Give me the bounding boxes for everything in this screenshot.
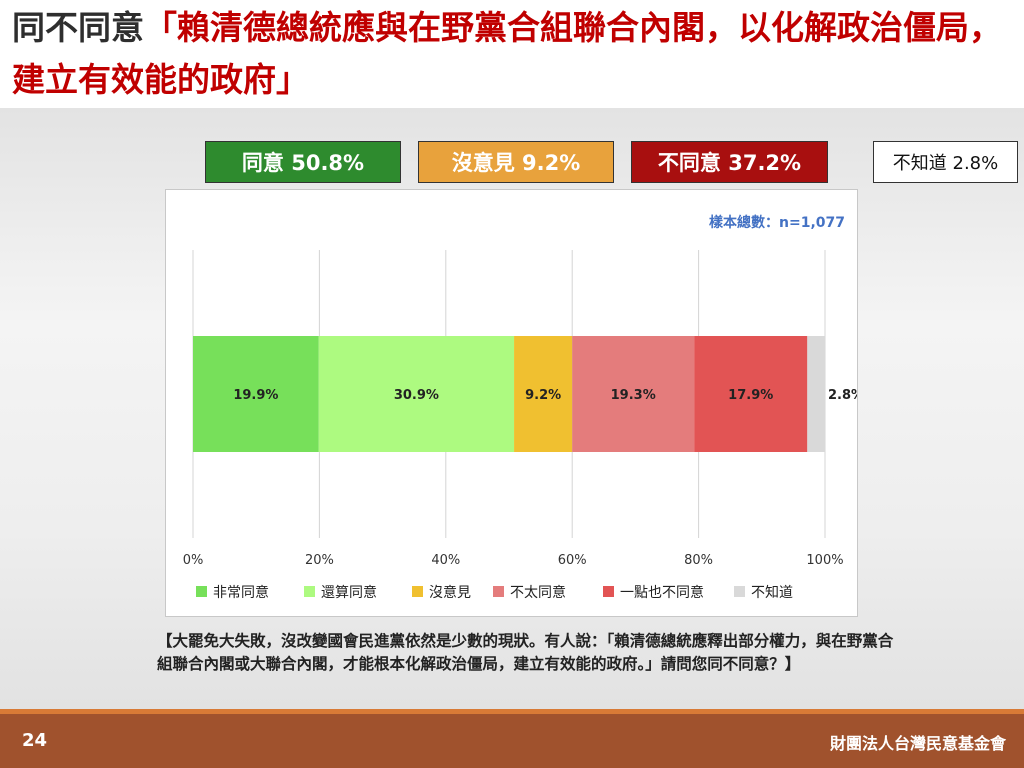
organization-name: 財團法人台灣民意基金會 [829, 734, 1006, 753]
data-label: 2.8% [828, 388, 857, 403]
footer-bar: 24 財團法人台灣民意基金會 [0, 714, 1024, 768]
legend-label: 一點也不同意 [620, 584, 704, 601]
legend-swatch [734, 586, 745, 597]
legend-label: 不知道 [751, 584, 793, 601]
survey-question: 【大罷免大失敗，沒改變國會民進黨依然是少數的現狀。有人說：「賴清德總統應釋出部分… [157, 632, 894, 673]
summary-neutral-box: 沒意見 9.2% [418, 141, 614, 183]
summary-disagree-box: 不同意 37.2% [631, 141, 828, 183]
data-label: 9.2% [525, 388, 561, 403]
legend-label: 不太同意 [510, 584, 566, 601]
legend-label: 非常同意 [213, 584, 269, 601]
x-tick-label: 0% [183, 553, 204, 568]
legend-swatch [603, 586, 614, 597]
bar-segment [572, 336, 695, 452]
sample-size-label: 樣本總數：n=1,077 [709, 215, 845, 231]
title-highlight: 「賴清德總統應與在野黨合組聯合內閣，以化解政治僵局，建立有效能的政府」 [12, 8, 1002, 99]
data-label: 19.3% [611, 388, 656, 403]
slide-title: 同不同意「賴清德總統應與在野黨合組聯合內閣，以化解政治僵局，建立有效能的政府」 [12, 2, 1012, 106]
bar-segment [193, 336, 319, 452]
bar-segment [318, 336, 515, 452]
legend-swatch [493, 586, 504, 597]
bar-segment [807, 336, 825, 452]
chart-panel: 樣本總數：n=1,077 0% 20% 40% 60% 80% 100% 19.9% 30.9… [165, 189, 858, 617]
legend-swatch [196, 586, 207, 597]
data-label: 30.9% [394, 388, 439, 403]
data-label: 19.9% [233, 388, 278, 403]
legend-swatch [412, 586, 423, 597]
summary-agree-box: 同意 50.8% [205, 141, 401, 183]
x-tick-label: 100% [806, 553, 843, 568]
data-label: 17.9% [728, 388, 773, 403]
bar-segment [514, 336, 573, 452]
footer-accent-line [0, 709, 1024, 714]
title-prefix: 同不同意 [12, 8, 144, 47]
stacked-bar-chart: 0% 20% 40% 60% 80% 100% 19.9% 30.9% 9.2% 19.3% 17.… [183, 250, 857, 601]
summary-unknown-box: 不知道 2.8% [873, 141, 1018, 183]
legend-label: 沒意見 [429, 584, 471, 601]
bar-segment [694, 336, 808, 452]
x-tick-label: 60% [558, 553, 587, 568]
x-tick-label: 40% [431, 553, 460, 568]
page-number: 24 [22, 730, 48, 751]
x-tick-label: 80% [684, 553, 713, 568]
x-tick-label: 20% [305, 553, 334, 568]
legend-swatch [304, 586, 315, 597]
legend-label: 還算同意 [321, 584, 377, 601]
